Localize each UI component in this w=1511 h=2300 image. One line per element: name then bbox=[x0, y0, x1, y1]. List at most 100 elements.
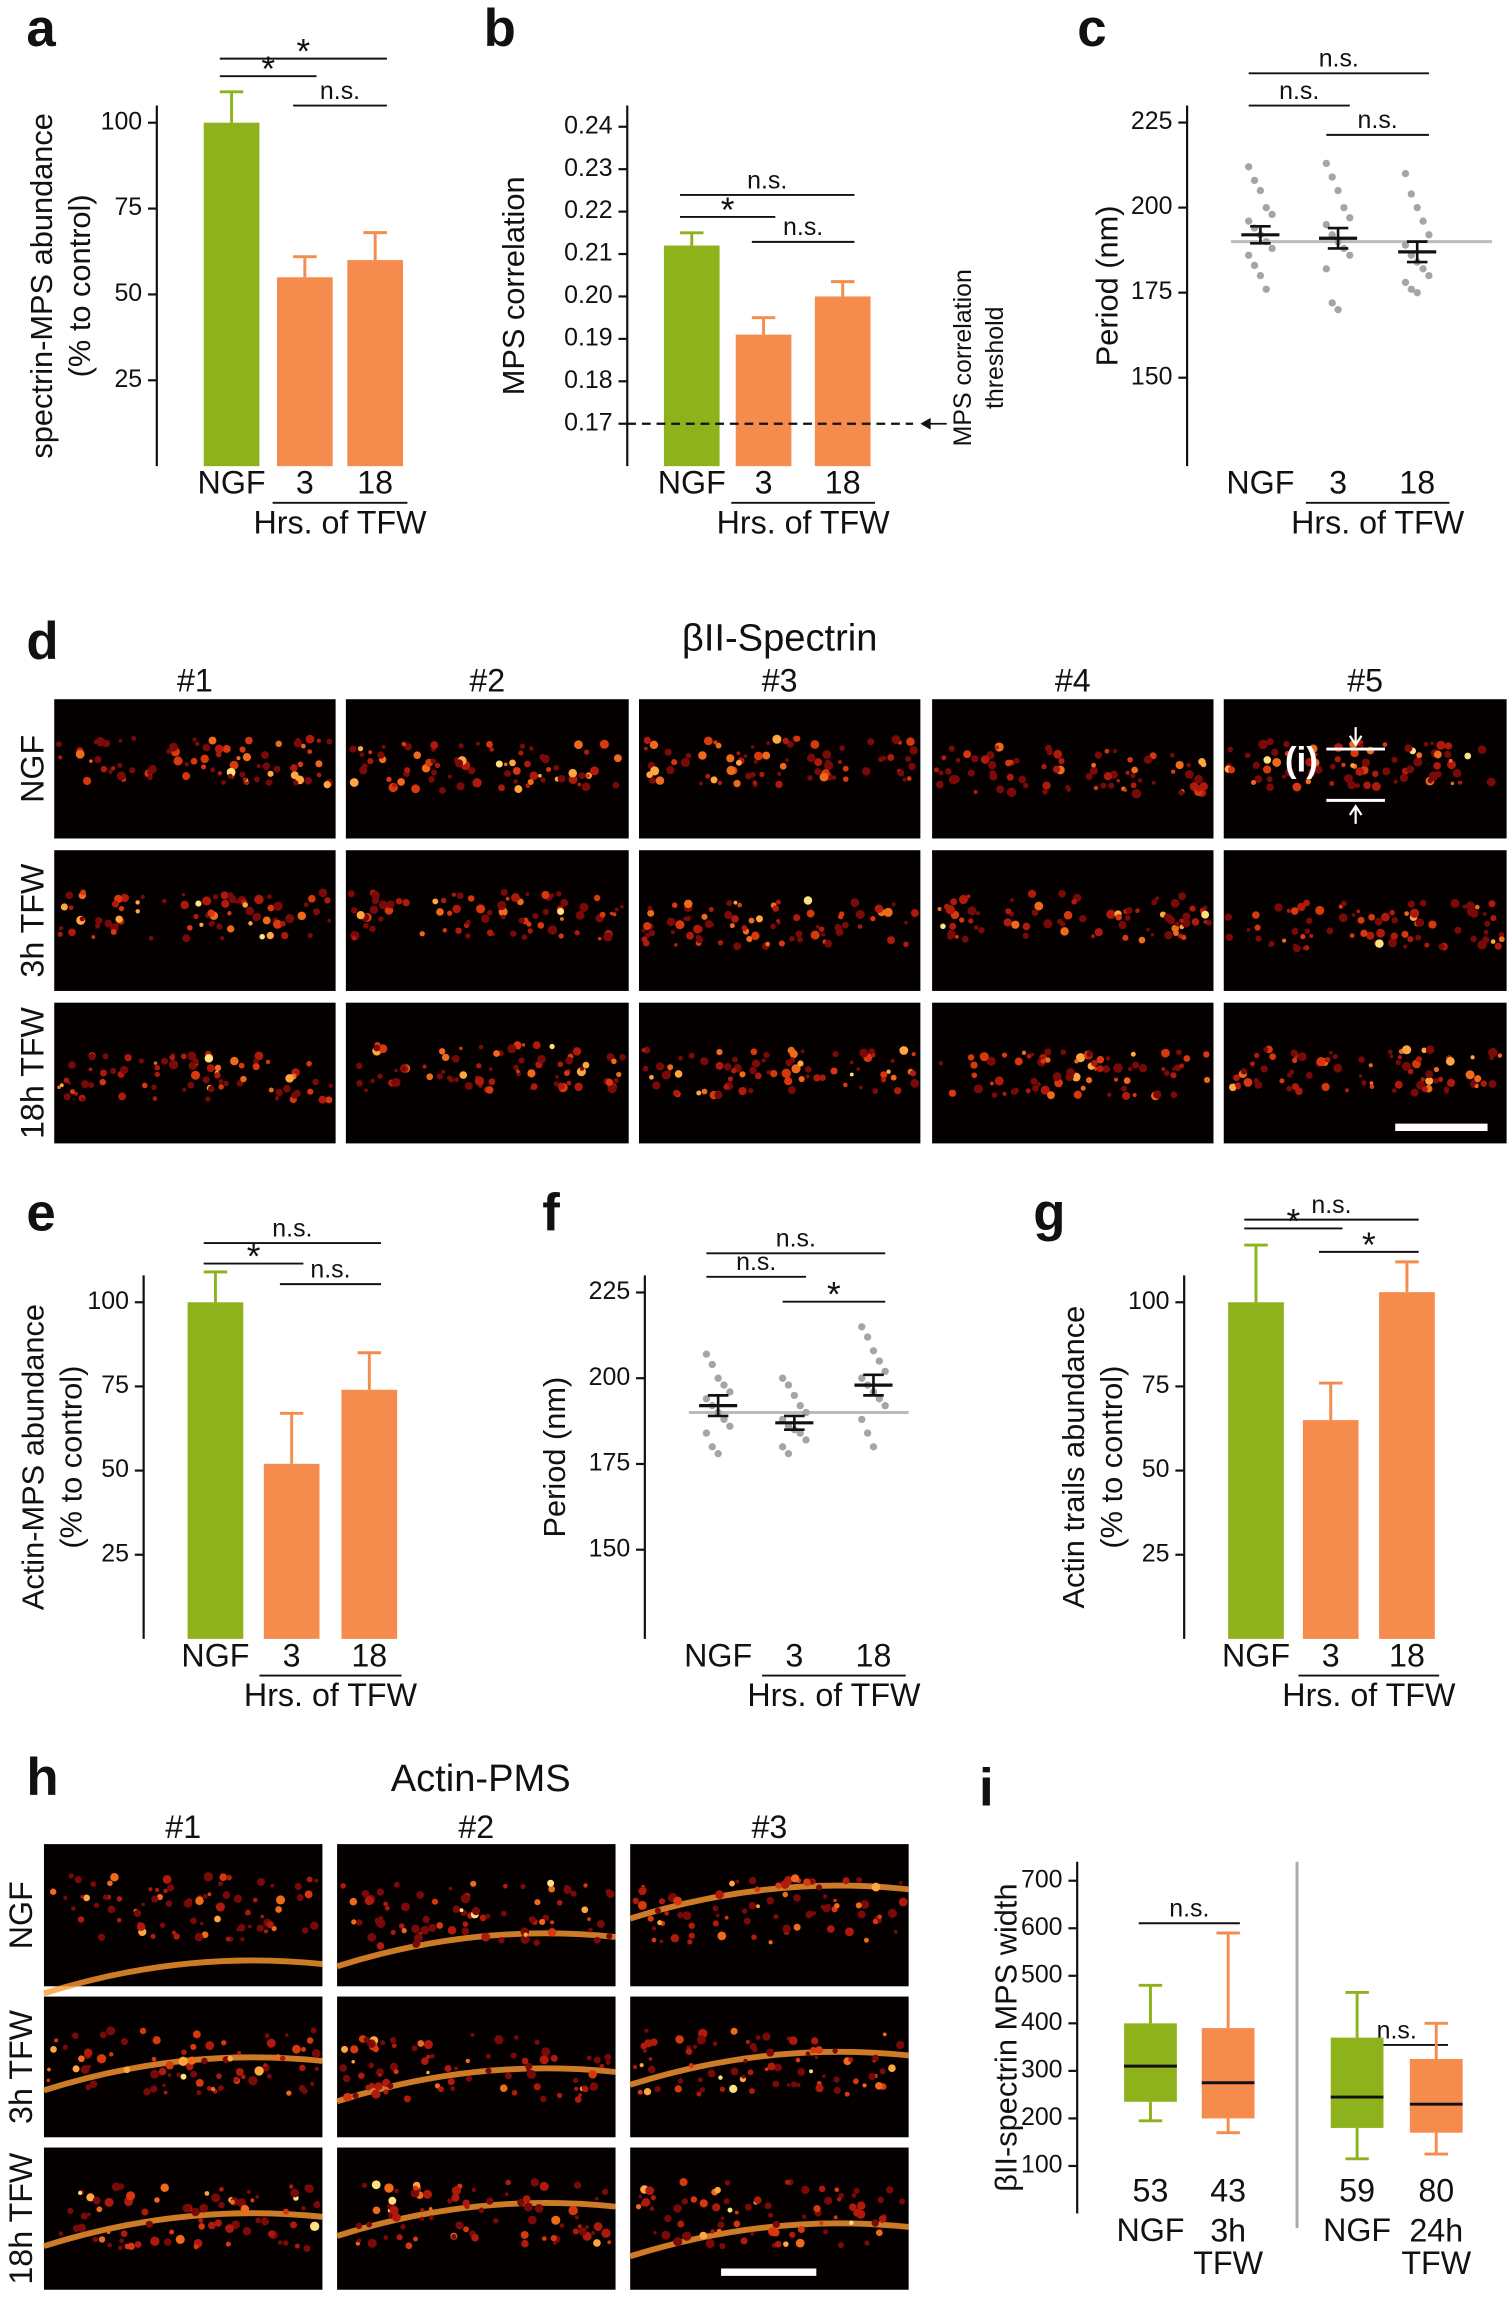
fluorescence-spot bbox=[451, 1056, 456, 1061]
fluorescence-spot bbox=[99, 2031, 107, 2039]
fluorescence-spot bbox=[194, 741, 200, 747]
data-point bbox=[708, 1360, 716, 1369]
fluorescence-spot bbox=[980, 755, 990, 764]
fluorescence-spot bbox=[442, 1053, 450, 1062]
fluorescence-spot bbox=[488, 1067, 493, 1071]
column-label: #3 bbox=[751, 1809, 787, 1845]
fluorescence-spot bbox=[504, 2072, 512, 2080]
fluorescence-spot bbox=[712, 1920, 719, 1927]
fluorescence-spot bbox=[256, 764, 261, 769]
fluorescence-spot bbox=[156, 1893, 163, 1901]
fluorescence-spot bbox=[908, 762, 916, 771]
fluorescence-spot bbox=[547, 1879, 555, 1887]
fluorescence-spot bbox=[357, 745, 364, 752]
fluorescence-spot bbox=[801, 2185, 810, 2195]
micrograph-signal bbox=[43, 2182, 323, 2253]
panel-letter: h bbox=[26, 1748, 58, 1807]
fluorescence-spot bbox=[703, 736, 713, 746]
fluorescence-spot bbox=[380, 2040, 386, 2046]
fluorescence-spot bbox=[455, 2221, 461, 2227]
fluorescence-spot bbox=[1330, 763, 1336, 770]
fluorescence-spot bbox=[1297, 902, 1306, 912]
fluorescence-spot bbox=[1189, 905, 1196, 912]
fluorescence-spot bbox=[210, 2086, 216, 2092]
micrograph-signal bbox=[349, 739, 622, 794]
data-point bbox=[1322, 220, 1331, 229]
fluorescence-spot bbox=[724, 2179, 731, 2186]
fluorescence-spot bbox=[759, 771, 765, 778]
fluorescence-spot bbox=[575, 910, 585, 920]
fluorescence-spot bbox=[369, 905, 379, 914]
fluorescence-spot bbox=[120, 893, 129, 903]
fluorescence-spot bbox=[139, 2027, 147, 2035]
fluorescence-spot bbox=[426, 1073, 434, 1081]
fluorescence-spot bbox=[734, 2210, 739, 2215]
fluorescence-spot bbox=[248, 2076, 258, 2086]
fluorescence-spot bbox=[1393, 779, 1398, 784]
fluorescence-spot bbox=[772, 905, 779, 912]
fluorescence-spot bbox=[447, 2078, 455, 2086]
fluorescence-spot bbox=[69, 1089, 76, 1095]
fluorescence-spot bbox=[341, 2045, 349, 2053]
fluorescence-spot bbox=[368, 750, 373, 755]
fluorescence-spot bbox=[1176, 1049, 1182, 1056]
fluorescence-spot bbox=[151, 2056, 157, 2062]
fluorescence-spot bbox=[431, 1898, 439, 1905]
fluorescence-spot bbox=[202, 1894, 208, 1899]
fluorescence-spot bbox=[485, 1913, 491, 1919]
fluorescence-spot bbox=[798, 1075, 805, 1083]
fluorescence-spot bbox=[129, 767, 136, 774]
data-point bbox=[1401, 241, 1410, 249]
fluorescence-spot bbox=[134, 2241, 142, 2248]
fluorescence-spot bbox=[761, 1058, 766, 1063]
sample-count: 80 bbox=[1418, 2173, 1454, 2209]
fluorescence-spot bbox=[1332, 1053, 1338, 1060]
fluorescence-spot bbox=[641, 1048, 646, 1053]
fluorescence-spot bbox=[1402, 1045, 1412, 1055]
fluorescence-spot bbox=[756, 1904, 760, 1909]
fluorescence-spot bbox=[841, 921, 849, 929]
fluorescence-spot bbox=[180, 900, 189, 910]
fluorescence-spot bbox=[1236, 1084, 1241, 1090]
fluorescence-spot bbox=[402, 899, 410, 907]
x-tick-label: 3 bbox=[755, 465, 773, 501]
fluorescence-spot bbox=[822, 750, 832, 759]
fluorescence-spot bbox=[607, 2240, 612, 2245]
fluorescence-spot bbox=[1466, 901, 1475, 911]
fluorescence-spot bbox=[97, 1933, 106, 1942]
fluorescence-spot bbox=[679, 2178, 688, 2187]
fluorescence-spot bbox=[313, 2201, 321, 2209]
fluorescence-spot bbox=[643, 922, 652, 931]
fluorescence-spot bbox=[824, 2196, 833, 2205]
fluorescence-spot bbox=[719, 2086, 726, 2092]
fluorescence-spot bbox=[654, 2085, 661, 2093]
fluorescence-spot bbox=[699, 2199, 708, 2208]
fluorescence-spot bbox=[265, 779, 273, 786]
fluorescence-spot bbox=[772, 2220, 780, 2229]
fluorescence-spot bbox=[1022, 932, 1029, 939]
fluorescence-spot bbox=[168, 1059, 179, 1070]
fluorescence-spot bbox=[392, 2212, 401, 2222]
fluorescence-spot bbox=[764, 2202, 772, 2210]
fluorescence-spot bbox=[1477, 745, 1487, 754]
fluorescence-spot bbox=[976, 911, 981, 916]
row-label: 18h TFW bbox=[3, 2152, 39, 2285]
fluorescence-spot bbox=[268, 1087, 274, 1093]
fluorescence-spot bbox=[527, 2215, 537, 2225]
fluorescence-spot bbox=[458, 743, 464, 749]
fluorescence-spot bbox=[805, 1074, 810, 1079]
fluorescence-spot bbox=[872, 1918, 879, 1925]
fluorescence-spot bbox=[476, 1063, 482, 1069]
fluorescence-spot bbox=[376, 1942, 385, 1950]
significance-label: n.s. bbox=[1279, 77, 1319, 105]
bar bbox=[187, 1302, 244, 1639]
fluorescence-spot bbox=[135, 909, 140, 914]
fluorescence-spot bbox=[47, 2067, 51, 2072]
micrograph-signal bbox=[57, 888, 332, 943]
fluorescence-spot bbox=[193, 2244, 199, 2250]
data-point bbox=[1425, 271, 1433, 280]
fluorescence-spot bbox=[541, 2236, 547, 2241]
fluorescence-spot bbox=[1137, 778, 1143, 783]
data-point bbox=[1244, 163, 1253, 171]
fluorescence-spot bbox=[816, 1884, 823, 1891]
